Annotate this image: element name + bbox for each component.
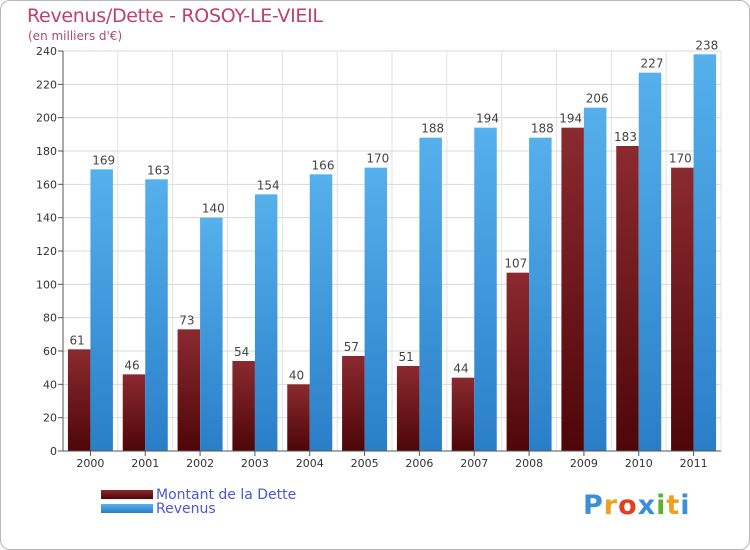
bar-dette bbox=[451, 377, 475, 451]
data-label-revenus: 206 bbox=[586, 92, 609, 106]
x-tick-label: 2001 bbox=[131, 457, 159, 470]
logo-letter: r bbox=[603, 490, 619, 521]
y-tick-label: 80 bbox=[43, 312, 57, 325]
data-label-revenus: 170 bbox=[366, 152, 389, 166]
bar-revenus bbox=[474, 127, 497, 452]
logo-letter: i bbox=[680, 490, 691, 521]
logo-letter: P bbox=[583, 490, 604, 521]
x-tick-label: 2009 bbox=[570, 457, 598, 470]
bar-dette bbox=[287, 384, 310, 451]
bar-revenus bbox=[693, 54, 717, 451]
logo-letter: x bbox=[637, 490, 657, 521]
y-tick-label: 120 bbox=[36, 245, 57, 258]
y-tick-label: 60 bbox=[43, 345, 57, 358]
x-tick-label: 2003 bbox=[241, 457, 269, 470]
data-label-revenus: 166 bbox=[312, 158, 335, 172]
y-tick-label: 20 bbox=[43, 412, 57, 425]
legend-swatch-revenus bbox=[101, 504, 153, 513]
y-tick-label: 200 bbox=[36, 112, 57, 125]
data-label-dette: 40 bbox=[289, 368, 304, 382]
data-label-revenus: 227 bbox=[641, 57, 664, 71]
bar-dette bbox=[616, 146, 639, 451]
y-tick-label: 0 bbox=[50, 445, 57, 458]
data-label-dette: 44 bbox=[453, 362, 468, 376]
chart-title: Revenus/Dette - ROSOY-LE-VIEIL bbox=[27, 5, 323, 27]
bar-revenus bbox=[145, 179, 168, 452]
x-tick-label: 2008 bbox=[515, 457, 543, 470]
legend-item-revenus: Revenus bbox=[101, 501, 401, 517]
bar-revenus bbox=[309, 174, 333, 452]
y-tick-label: 100 bbox=[36, 278, 57, 291]
legend-item-dette: Montant de la Dette bbox=[101, 487, 401, 503]
bar-dette bbox=[67, 349, 91, 451]
x-tick-label: 2007 bbox=[460, 457, 488, 470]
data-label-dette: 73 bbox=[179, 313, 194, 327]
bar-revenus bbox=[419, 137, 442, 451]
bar-dette bbox=[342, 356, 365, 451]
bar-dette bbox=[177, 329, 201, 451]
y-tick-label: 40 bbox=[43, 378, 57, 391]
data-label-dette: 57 bbox=[344, 340, 359, 354]
x-tick-label: 2011 bbox=[680, 457, 708, 470]
legend-label-revenus: Revenus bbox=[156, 501, 216, 517]
x-tick-label: 2002 bbox=[186, 457, 214, 470]
y-tick-label: 220 bbox=[36, 78, 57, 91]
proxiti-logo: Proxiti bbox=[583, 490, 691, 521]
data-label-revenus: 163 bbox=[147, 163, 170, 177]
bar-dette bbox=[122, 374, 146, 451]
legend-swatch-dette bbox=[101, 490, 153, 499]
data-label-dette: 183 bbox=[614, 130, 637, 144]
data-label-dette: 170 bbox=[669, 152, 692, 166]
logo-letter: o bbox=[618, 490, 638, 521]
data-label-revenus: 194 bbox=[476, 112, 499, 126]
bar-dette bbox=[561, 127, 584, 452]
bar-revenus bbox=[200, 217, 223, 451]
data-label-revenus: 238 bbox=[695, 38, 718, 52]
data-label-dette: 54 bbox=[234, 345, 249, 359]
data-label-dette: 61 bbox=[70, 333, 85, 347]
x-tick-label: 2000 bbox=[76, 457, 104, 470]
data-label-revenus: 188 bbox=[421, 122, 444, 136]
bar-revenus bbox=[583, 107, 607, 452]
x-tick-label: 2004 bbox=[296, 457, 324, 470]
x-tick-label: 2005 bbox=[351, 457, 379, 470]
bar-dette bbox=[232, 361, 255, 451]
chart-subtitle: (en milliers d'€) bbox=[28, 29, 123, 43]
data-label-revenus: 140 bbox=[202, 202, 225, 216]
legend-label-dette: Montant de la Dette bbox=[156, 487, 297, 503]
data-label-revenus: 154 bbox=[257, 178, 280, 192]
y-tick-label: 140 bbox=[36, 212, 57, 225]
data-label-dette: 46 bbox=[124, 358, 139, 372]
bar-revenus bbox=[90, 169, 113, 452]
x-tick-label: 2006 bbox=[405, 457, 433, 470]
data-label-dette: 194 bbox=[559, 112, 582, 126]
bar-revenus bbox=[638, 72, 662, 452]
y-tick-label: 240 bbox=[36, 45, 57, 58]
data-label-dette: 51 bbox=[399, 350, 414, 364]
bar-dette bbox=[506, 272, 530, 451]
bar-revenus bbox=[364, 167, 388, 451]
data-label-dette: 107 bbox=[504, 257, 527, 271]
y-tick-label: 160 bbox=[36, 178, 57, 191]
bar-revenus bbox=[254, 194, 278, 452]
x-tick-label: 2010 bbox=[625, 457, 653, 470]
bar-dette bbox=[396, 366, 420, 451]
data-label-revenus: 169 bbox=[92, 153, 115, 167]
logo-letter: i bbox=[656, 490, 667, 521]
logo-letter: t bbox=[666, 490, 681, 521]
bar-revenus bbox=[529, 137, 552, 451]
data-label-revenus: 188 bbox=[531, 122, 554, 136]
y-tick-label: 180 bbox=[36, 145, 57, 158]
bar-dette bbox=[671, 167, 694, 451]
